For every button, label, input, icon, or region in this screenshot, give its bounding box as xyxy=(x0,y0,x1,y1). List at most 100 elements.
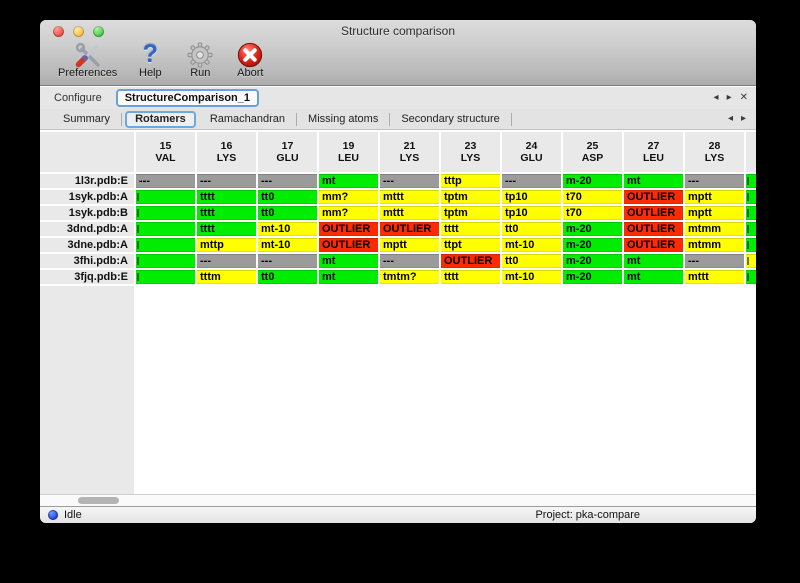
rotamer-cell[interactable]: tp10 xyxy=(502,190,561,204)
minimize-window-button[interactable] xyxy=(73,26,84,37)
rotamer-cell[interactable]: --- xyxy=(685,254,744,268)
scrollbar-thumb[interactable] xyxy=(78,497,119,504)
tab-secondary-structure[interactable]: Secondary structure xyxy=(390,112,512,126)
row-label[interactable]: 1syk.pdb:B xyxy=(40,206,134,220)
rotamer-cell[interactable]: --- xyxy=(380,254,439,268)
scroll-left-icon[interactable]: ◂ xyxy=(727,113,733,124)
rotamer-cell[interactable] xyxy=(136,238,195,252)
tab-summary[interactable]: Summary xyxy=(52,112,123,126)
tab-missing-atoms[interactable]: Missing atoms xyxy=(297,112,391,126)
column-header[interactable]: 28 LYS xyxy=(685,132,744,172)
row-label[interactable]: 3fhi.pdb:A xyxy=(40,254,134,268)
scroll-right-icon[interactable]: ▸ xyxy=(726,92,732,103)
rotamer-cell[interactable]: m-20 xyxy=(563,270,622,284)
rotamer-cell[interactable]: tttt xyxy=(197,222,256,236)
rotamer-cell[interactable]: mtmm xyxy=(685,222,744,236)
rotamer-cell[interactable] xyxy=(136,206,195,220)
scroll-right-icon[interactable]: ▸ xyxy=(740,113,746,124)
row-label[interactable]: 3fjq.pdb:E xyxy=(40,270,134,284)
column-header[interactable]: 23 LYS xyxy=(441,132,500,172)
rotamer-cell[interactable]: mt xyxy=(319,270,378,284)
scroll-left-icon[interactable]: ◂ xyxy=(713,92,719,103)
tab-ramachandran[interactable]: Ramachandran xyxy=(199,112,298,126)
rotamer-cell[interactable]: tt0 xyxy=(258,206,317,220)
rotamer-cell[interactable]: tttp xyxy=(441,174,500,188)
column-header[interactable]: 24 GLU xyxy=(502,132,561,172)
rotamer-cell[interactable] xyxy=(136,254,195,268)
preferences-button[interactable]: Preferences xyxy=(58,41,117,79)
rotamer-cell[interactable]: tt0 xyxy=(258,190,317,204)
column-header[interactable]: 25 ASP xyxy=(563,132,622,172)
column-header[interactable]: 17 GLU xyxy=(258,132,317,172)
tab-rotamers[interactable]: Rotamers xyxy=(125,110,196,128)
column-header[interactable]: 16 LYS xyxy=(197,132,256,172)
rotamer-cell[interactable]: tp10 xyxy=(502,206,561,220)
rotamer-cell[interactable]: m-20 xyxy=(563,174,622,188)
rotamer-cell[interactable]: mt-10 xyxy=(258,238,317,252)
rotamer-cell[interactable]: --- xyxy=(136,174,195,188)
rotamer-cell[interactable]: t70 xyxy=(563,206,622,220)
rotamer-cell[interactable]: OUTLIER xyxy=(319,222,378,236)
rotamer-cell[interactable]: --- xyxy=(258,174,317,188)
titlebar[interactable]: Structure comparison xyxy=(40,20,756,42)
rotamer-cell[interactable]: OUTLIER xyxy=(319,238,378,252)
rotamer-cell[interactable]: mtmm xyxy=(685,238,744,252)
rotamer-cell[interactable]: mptt xyxy=(685,190,744,204)
rotamer-cell[interactable]: mttt xyxy=(380,206,439,220)
rotamer-cell[interactable]: mttt xyxy=(380,190,439,204)
rotamer-cell[interactable]: mt xyxy=(624,174,683,188)
rotamer-cell[interactable]: mttt xyxy=(685,270,744,284)
rotamer-cell[interactable]: OUTLIER xyxy=(441,254,500,268)
rotamer-cell[interactable]: OUTLIER xyxy=(624,206,683,220)
rotamer-cell[interactable]: --- xyxy=(197,174,256,188)
rotamer-cell[interactable]: tt0 xyxy=(502,254,561,268)
rotamer-cell[interactable]: mm? xyxy=(319,190,378,204)
row-label[interactable]: 3dne.pdb:A xyxy=(40,238,134,252)
rotamer-cell[interactable] xyxy=(136,270,195,284)
help-button[interactable]: ? Help xyxy=(133,41,167,79)
rotamer-cell[interactable]: mt xyxy=(319,254,378,268)
rotamer-cell[interactable]: m-20 xyxy=(563,222,622,236)
rotamer-cell[interactable]: mt xyxy=(624,254,683,268)
rotamer-cell[interactable]: tttm xyxy=(197,270,256,284)
rotamer-cell[interactable]: m-20 xyxy=(563,254,622,268)
rotamer-cell[interactable]: --- xyxy=(258,254,317,268)
rotamer-cell[interactable]: mt-10 xyxy=(502,238,561,252)
rotamer-cell[interactable]: --- xyxy=(197,254,256,268)
rotamer-cell[interactable]: tttt xyxy=(441,222,500,236)
rotamer-cell[interactable]: tptm xyxy=(441,190,500,204)
rotamer-cell[interactable]: OUTLIER xyxy=(380,222,439,236)
rotamer-cell[interactable]: OUTLIER xyxy=(624,238,683,252)
rotamer-cell[interactable]: t70 xyxy=(563,190,622,204)
rotamer-cell[interactable]: tttt xyxy=(197,206,256,220)
close-icon[interactable]: ✕ xyxy=(739,92,748,103)
rotamer-cell[interactable]: OUTLIER xyxy=(624,222,683,236)
rotamer-cell[interactable]: m-20 xyxy=(563,238,622,252)
rotamer-cell[interactable]: --- xyxy=(380,174,439,188)
configuration-tab[interactable]: StructureComparison_1 xyxy=(115,89,260,107)
column-header[interactable]: 19 LEU xyxy=(319,132,378,172)
rotamer-cell[interactable]: --- xyxy=(685,174,744,188)
rotamer-cell[interactable]: mt-10 xyxy=(258,222,317,236)
rotamer-cell[interactable] xyxy=(136,222,195,236)
rotamer-cell[interactable]: mttp xyxy=(197,238,256,252)
zoom-window-button[interactable] xyxy=(93,26,104,37)
rotamer-cell[interactable]: tttt xyxy=(441,270,500,284)
rotamer-cell[interactable]: mm? xyxy=(319,206,378,220)
abort-button[interactable]: Abort xyxy=(233,41,267,79)
rotamer-cell[interactable] xyxy=(136,190,195,204)
column-header[interactable]: 15 VAL xyxy=(136,132,195,172)
rotamer-cell[interactable]: OUTLIER xyxy=(624,190,683,204)
rotamer-cell[interactable]: mt xyxy=(319,174,378,188)
rotamer-cell[interactable]: tttt xyxy=(197,190,256,204)
rotamer-cell[interactable]: tptm xyxy=(441,206,500,220)
horizontal-scrollbar[interactable] xyxy=(40,494,756,506)
run-button[interactable]: Run xyxy=(183,41,217,79)
rotamer-cell[interactable]: mt xyxy=(624,270,683,284)
rotamer-cell[interactable]: --- xyxy=(502,174,561,188)
rotamer-cell[interactable]: tt0 xyxy=(258,270,317,284)
rotamer-cell[interactable]: mptt xyxy=(380,238,439,252)
column-header[interactable]: 27 LEU xyxy=(624,132,683,172)
rotamer-cell[interactable]: mptt xyxy=(685,206,744,220)
row-label[interactable]: 1syk.pdb:A xyxy=(40,190,134,204)
